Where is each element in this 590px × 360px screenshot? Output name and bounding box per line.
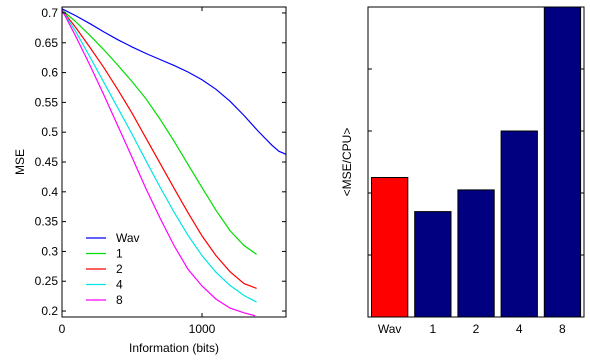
- bar-x-tick-label: 4: [516, 322, 523, 336]
- line-y-tick-label: 0.45: [35, 155, 59, 169]
- line-y-tick-label: 0.25: [35, 274, 59, 288]
- bar-1: [414, 211, 452, 318]
- line-y-tick-label: 0.2: [41, 304, 58, 318]
- line-series-1: [61, 9, 257, 255]
- bar-y-ticks: [368, 68, 584, 256]
- bar-x-tick-label: 2: [473, 322, 480, 336]
- legend-label-3: 4: [116, 278, 123, 292]
- line-y-tick-label: 0.55: [35, 95, 59, 109]
- line-series-group: [61, 8, 287, 317]
- bar-0: [371, 177, 409, 318]
- bar-x-tick-label: Wav: [378, 322, 402, 336]
- line-x-ticks: 0 1000: [59, 7, 216, 336]
- line-series-0: [61, 8, 287, 155]
- bar-group: [371, 6, 582, 318]
- bar-x-tick-label: 1: [429, 322, 436, 336]
- legend-label-0: Wav: [116, 231, 140, 245]
- line-series-4: [61, 9, 256, 317]
- bar-3: [500, 130, 538, 318]
- line-y-tick-label: 0.5: [41, 125, 58, 139]
- line-chart-frame: [61, 6, 287, 318]
- line-y-tick-label: 0.3: [41, 244, 58, 258]
- line-y-tick-label: 0.35: [35, 215, 59, 229]
- line-y-tick-label: 0.65: [35, 36, 59, 50]
- line-series-3: [61, 9, 257, 303]
- bar-2: [457, 189, 495, 318]
- line-x-axis-label: Information (bits): [129, 341, 219, 355]
- legend-label-1: 1: [116, 247, 123, 261]
- bar-4: [543, 6, 582, 318]
- line-y-tick-label: 0.4: [41, 185, 58, 199]
- line-x-tick-label: 1000: [189, 322, 216, 336]
- bar-x-tick-label: 8: [559, 322, 566, 336]
- line-series-2: [61, 9, 257, 289]
- line-y-ticks: 0.2 0.25 0.3 0.35 0.4 0.45 0.5 0.55 0.6 0.65 0.7: [35, 6, 286, 318]
- legend-label-2: 2: [116, 262, 123, 276]
- bar-y-axis-label: <MSE/CPU>: [340, 128, 354, 197]
- legend-label-4: 8: [116, 293, 123, 307]
- line-x-tick-label: 0: [59, 322, 66, 336]
- line-legend: Wav 12 48: [86, 231, 140, 307]
- line-y-tick-label: 0.7: [41, 6, 58, 20]
- bar-chart: Wav 1 2 4 8 <MSE/CPU>: [340, 6, 585, 336]
- line-y-tick-label: 0.6: [41, 66, 58, 80]
- line-chart: 0.2 0.25 0.3 0.35 0.4 0.45 0.5 0.55 0.6 0.65 0.7 0…: [13, 6, 287, 355]
- bar-x-ticks: Wav 1 2 4 8: [378, 322, 566, 336]
- line-y-axis-label: MSE: [13, 149, 27, 175]
- bar-chart-frame: [367, 6, 585, 318]
